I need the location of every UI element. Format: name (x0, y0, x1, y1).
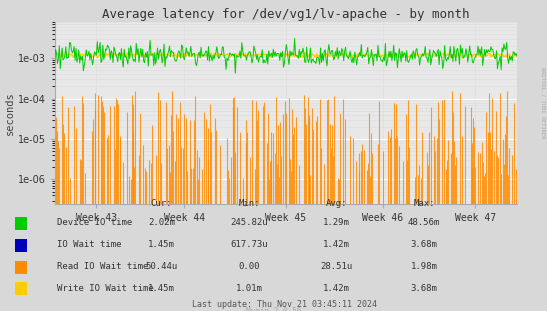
Text: 3.68m: 3.68m (410, 240, 438, 249)
Text: Last update: Thu Nov 21 03:45:11 2024: Last update: Thu Nov 21 03:45:11 2024 (192, 300, 377, 309)
Text: Avg:: Avg: (325, 199, 347, 208)
Title: Average latency for /dev/vg1/lv-apache - by month: Average latency for /dev/vg1/lv-apache -… (102, 7, 469, 21)
Text: 0.00: 0.00 (238, 262, 260, 271)
Text: 1.42m: 1.42m (323, 240, 350, 249)
Text: 245.82u: 245.82u (230, 219, 267, 227)
Text: 1.42m: 1.42m (323, 284, 350, 293)
Text: 1.29m: 1.29m (323, 219, 350, 227)
Text: 3.68m: 3.68m (410, 284, 438, 293)
Text: Max:: Max: (413, 199, 435, 208)
Text: Min:: Min: (238, 199, 260, 208)
Text: 1.45m: 1.45m (148, 240, 175, 249)
Text: 50.44u: 50.44u (146, 262, 177, 271)
Text: IO Wait time: IO Wait time (57, 240, 122, 249)
Text: Read IO Wait time: Read IO Wait time (57, 262, 149, 271)
Text: Device IO time: Device IO time (57, 219, 133, 227)
Text: Cur:: Cur: (150, 199, 172, 208)
Text: Munin 2.0.56: Munin 2.0.56 (246, 307, 301, 311)
Text: Write IO Wait time: Write IO Wait time (57, 284, 154, 293)
Text: 2.02m: 2.02m (148, 219, 175, 227)
Text: 617.73u: 617.73u (230, 240, 267, 249)
Y-axis label: seconds: seconds (5, 91, 15, 135)
Text: 1.98m: 1.98m (410, 262, 438, 271)
Text: 1.45m: 1.45m (148, 284, 175, 293)
Text: 28.51u: 28.51u (321, 262, 352, 271)
Text: 48.56m: 48.56m (408, 219, 440, 227)
Text: RRDTOOL / TOBI OETIKER: RRDTOOL / TOBI OETIKER (541, 67, 546, 138)
Text: 1.01m: 1.01m (235, 284, 263, 293)
